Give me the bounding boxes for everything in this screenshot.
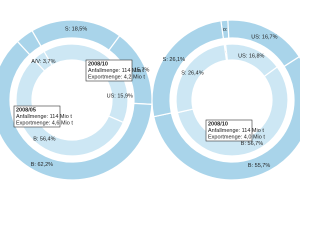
legend-detail: Exportmenge: 4,2 Mio t xyxy=(88,74,145,80)
legend-box xyxy=(205,119,253,142)
value-label: B: 55,7% xyxy=(248,163,270,169)
value-label: US: 15,7% xyxy=(123,67,149,73)
legend-detail: Anfallmenge: 114 Mio t xyxy=(16,114,72,120)
value-label: S: 26,1% xyxy=(163,57,185,63)
ring-segment xyxy=(32,50,53,72)
legend-title: 2008/10 xyxy=(88,61,108,67)
value-label: US: 16,8% xyxy=(238,53,264,59)
legend-detail: Exportmenge: 4,6 Mio t xyxy=(16,120,73,126)
ring-segment xyxy=(176,66,289,157)
ring-segment xyxy=(175,43,228,114)
value-label: US: 16,7% xyxy=(251,34,277,40)
value-label: A/V: 3,7% xyxy=(31,59,55,65)
value-label: US: 15,9% xyxy=(107,93,133,99)
page: {"chart_data": [ {"type": "donut", "cate… xyxy=(0,19,300,181)
legend-box xyxy=(85,59,133,82)
value-label: B: 62,2% xyxy=(31,162,53,168)
chart-area: S: 18,5% US: 15,7% B: 62,2% US: 15,9% B: 56,… xyxy=(0,19,300,181)
ring-segment xyxy=(0,40,153,181)
value-label: S: 26,4% xyxy=(181,70,203,76)
value-label: A/V/Bo: 1,4% xyxy=(209,27,242,33)
legend-title: 2008/05 xyxy=(16,107,36,113)
ring-segment xyxy=(16,29,42,56)
value-label: B: 56,7% xyxy=(241,141,263,147)
value-label: B: 56,4% xyxy=(33,137,55,143)
value-label: S: 18,5% xyxy=(65,27,87,33)
legend-detail: Anfallmenge: 114 Mio t xyxy=(208,128,264,134)
legend-box xyxy=(13,105,61,128)
ring-segment xyxy=(15,58,125,157)
ring-segment xyxy=(151,20,225,118)
legend-detail: Anfallmenge: 114 Mio t xyxy=(88,68,144,74)
legend-detail: Exportmenge: 4,0 Mio t xyxy=(208,134,265,140)
legend-title: 2008/10 xyxy=(208,121,228,127)
